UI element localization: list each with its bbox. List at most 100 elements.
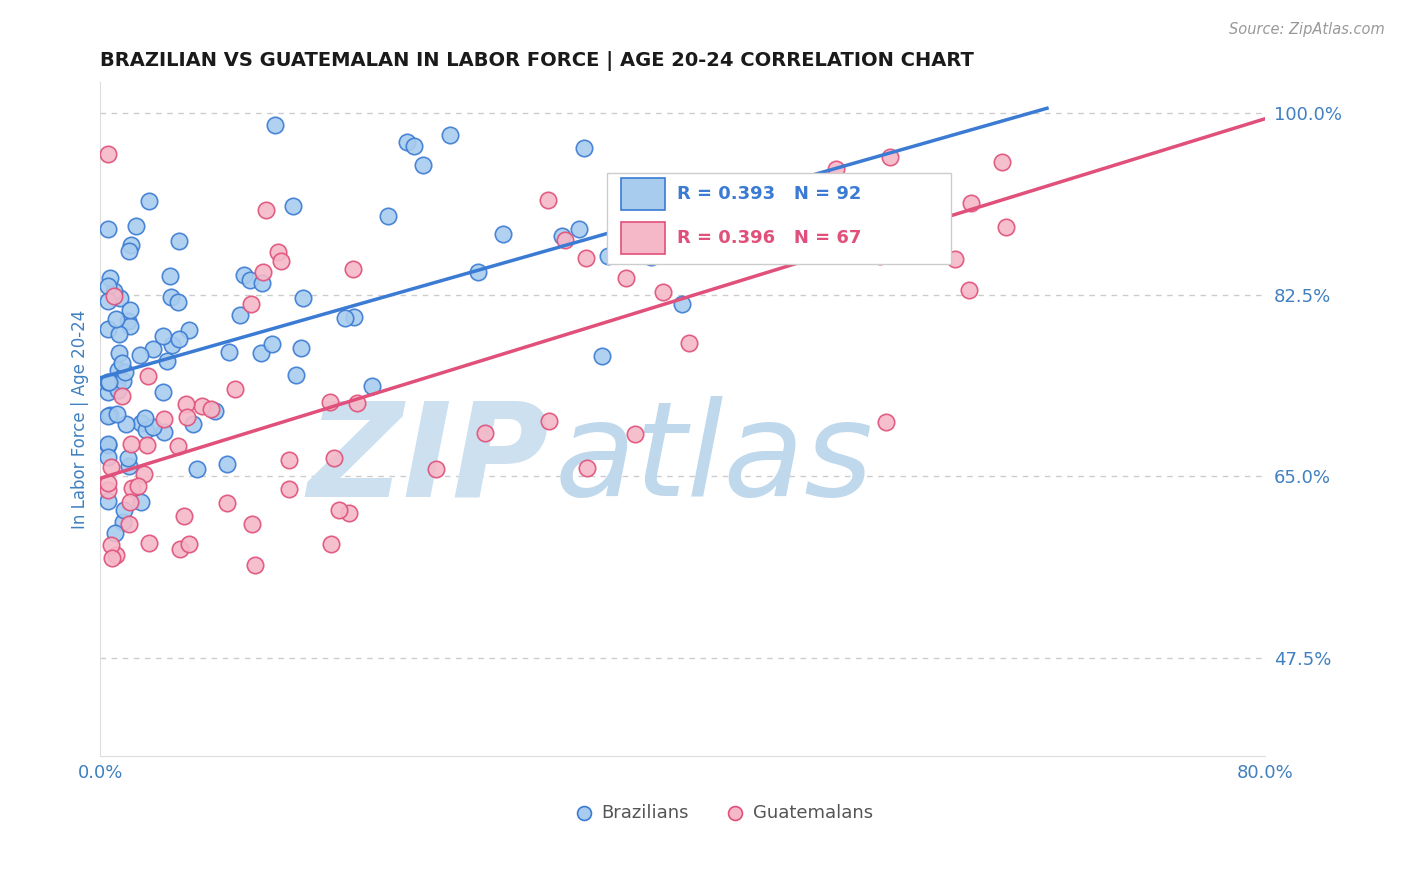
FancyBboxPatch shape (607, 173, 950, 264)
Point (623, 426, 645, 441)
Point (575, 461, 598, 475)
Text: ZIP: ZIP (308, 396, 548, 523)
Point (550, 229, 572, 244)
Point (591, 350, 613, 364)
Point (994, 219, 1017, 234)
Point (922, 208, 945, 222)
Text: BRAZILIAN VS GUATEMALAN IN LABOR FORCE | AGE 20-24 CORRELATION CHART: BRAZILIAN VS GUATEMALAN IN LABOR FORCE |… (100, 51, 974, 70)
Point (176, 397, 198, 411)
Point (107, 383, 129, 397)
Point (250, 345, 273, 359)
Point (97, 376, 120, 390)
Point (343, 310, 366, 324)
Point (118, 244, 141, 259)
Point (138, 194, 160, 208)
Point (103, 284, 125, 298)
Point (217, 457, 239, 471)
Point (538, 414, 561, 428)
Point (129, 495, 152, 509)
Point (98, 270, 121, 285)
Point (240, 297, 263, 311)
Point (153, 425, 176, 440)
Point (142, 342, 165, 356)
Point (181, 417, 204, 431)
Point (156, 354, 179, 368)
Point (135, 423, 157, 437)
Point (959, 196, 981, 211)
Point (104, 311, 127, 326)
Point (319, 537, 342, 551)
Point (138, 536, 160, 550)
Point (224, 382, 246, 396)
Point (114, 365, 136, 379)
Bar (621, 222, 665, 254)
Point (121, 481, 143, 495)
Point (572, 141, 595, 155)
Point (101, 551, 124, 566)
Point (112, 503, 135, 517)
Point (97, 483, 120, 497)
Point (643, 195, 665, 210)
Point (215, 496, 238, 510)
Point (97, 438, 120, 452)
Point (474, 425, 496, 440)
Point (97, 385, 120, 400)
Point (107, 363, 129, 377)
Point (98, 409, 121, 423)
Point (671, 297, 693, 311)
Point (991, 154, 1014, 169)
Point (160, 337, 183, 351)
Point (425, 462, 447, 476)
Point (285, 368, 308, 383)
Point (127, 478, 149, 492)
Text: Brazilians: Brazilians (602, 805, 689, 822)
Text: R = 0.396   N = 67: R = 0.396 N = 67 (678, 229, 862, 247)
Point (129, 348, 152, 362)
Point (716, 201, 738, 215)
Point (97, 450, 120, 464)
Point (439, 128, 461, 142)
Point (290, 341, 312, 355)
Point (110, 291, 132, 305)
Point (120, 302, 142, 317)
Point (97, 409, 120, 424)
Point (160, 290, 183, 304)
Point (125, 219, 148, 233)
Point (97, 375, 120, 389)
Point (652, 285, 675, 300)
Point (869, 249, 891, 263)
Point (97, 475, 120, 490)
Point (640, 251, 662, 265)
Point (278, 482, 301, 496)
Point (243, 558, 266, 572)
Point (105, 407, 128, 421)
Point (167, 439, 190, 453)
Point (263, 118, 285, 132)
Point (200, 401, 222, 416)
Point (342, 261, 364, 276)
Point (173, 508, 195, 523)
Point (118, 494, 141, 508)
Point (229, 308, 252, 322)
Point (328, 502, 350, 516)
Point (186, 462, 208, 476)
Point (167, 295, 190, 310)
Point (118, 517, 141, 532)
Point (319, 395, 342, 409)
Point (267, 245, 290, 260)
Point (617, 196, 640, 211)
Point (152, 385, 174, 400)
Point (568, 222, 591, 236)
Point (402, 138, 425, 153)
Point (875, 415, 897, 429)
Text: atlas: atlas (555, 396, 873, 523)
Point (239, 273, 262, 287)
Point (118, 458, 141, 473)
Point (135, 438, 157, 452)
Point (153, 412, 176, 426)
Point (190, 399, 212, 413)
Point (177, 537, 200, 551)
Point (97, 147, 120, 161)
Point (252, 276, 274, 290)
Point (97, 437, 120, 451)
